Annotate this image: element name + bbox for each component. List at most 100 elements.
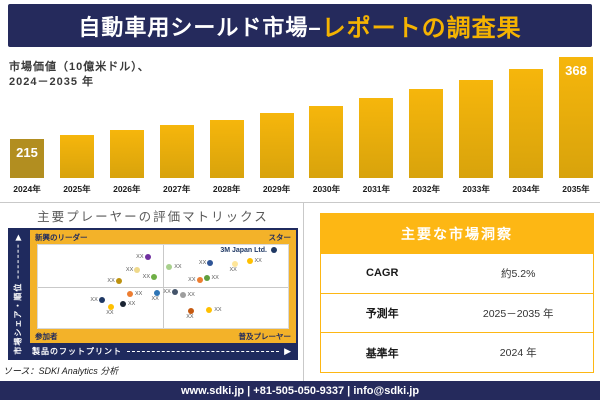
x-axis-arrow-icon: ▶: [284, 346, 291, 356]
bar-column: 2027年: [159, 55, 194, 195]
matrix-point-dot: [166, 264, 173, 271]
y-axis-dashed-line: [17, 244, 19, 279]
matrix-point-dot: [144, 253, 151, 260]
matrix-bottom-band: 参加者 普及プレーヤー: [30, 329, 296, 343]
matrix-point-dot: [206, 306, 213, 313]
matrix-point-label: XX: [188, 276, 196, 283]
bar-2031年: [359, 98, 394, 178]
matrix-point-dot: [108, 303, 115, 310]
bar-column: 2026年: [109, 55, 144, 195]
insights-row-label: CAGR: [366, 267, 399, 280]
bar-year-label: 2035年: [562, 184, 590, 194]
horizontal-divider: [0, 202, 600, 203]
vertical-divider: [303, 202, 304, 382]
chart-subtitle: 市場価値（10億米ドル）、 2024－2035 年: [9, 60, 150, 90]
matrix-point-label: XX: [125, 266, 134, 273]
source-note: ソース：SDKI Analytics 分析: [3, 366, 119, 376]
bar-column: 2030年: [309, 55, 344, 195]
bar-column: 215 2024年: [10, 55, 44, 195]
bar-year-label: 2028年: [212, 184, 241, 194]
matrix-point-label: XX: [90, 297, 98, 304]
matrix-x-axis: 製品のフットプリント ▶: [28, 343, 298, 360]
footer-bar: www.sdki.jp | +81-505-050-9337 | info@sd…: [0, 381, 600, 400]
matrix-point-label: XX: [211, 275, 219, 282]
matrix-point-dot: [98, 297, 105, 304]
matrix-point-dot: [115, 278, 122, 285]
matrix-point-dot: [171, 289, 178, 296]
bar-2035年: 368: [558, 57, 593, 178]
bar-column: 2034年: [509, 55, 544, 195]
matrix-y-axis-label: 市場シェア・順位: [13, 282, 23, 355]
bar-2033年: [459, 80, 494, 178]
chart-subtitle-line2: 2024－2035 年: [9, 75, 94, 88]
bar-year-label: 2026年: [113, 184, 141, 194]
table-row: 基準年 2024 年: [321, 332, 593, 372]
quadrant-label-top-right: スター: [268, 232, 292, 242]
quadrant-divider-horizontal: [38, 287, 288, 289]
matrix-x-axis-label: 製品のフットプリント: [32, 347, 122, 356]
matrix-point-label: XX: [142, 273, 150, 280]
matrix-point-dot: [134, 266, 141, 273]
matrix-y-axis: 市場シェア・順位 ▶: [8, 228, 28, 360]
matrix-point-label: XX: [214, 306, 222, 313]
insights-header: 主要な市場洞察: [321, 214, 593, 253]
page-title-white: 自動車用シールド市場–: [78, 14, 322, 40]
bar-2030年: [309, 105, 344, 178]
matrix-quadrant-frame: 新興のリーダー スター XX XX XX XX 3M Japan Ltd. XX XX XX X…: [28, 228, 298, 343]
bar-value-label: 215: [16, 145, 38, 160]
bar-column: 2029年: [259, 55, 294, 195]
matrix-point-dot: [271, 247, 277, 254]
bar-year-label: 2025年: [63, 184, 91, 194]
matrix-point-label: XX: [229, 267, 237, 274]
matrix-point-label: XX: [186, 313, 194, 320]
bar-2032年: [409, 88, 444, 178]
insights-title: 主要な市場洞察: [401, 225, 513, 242]
bar-2028年: [209, 119, 244, 178]
matrix-point-label: XX: [163, 289, 171, 296]
bar-year-label: 2029年: [262, 184, 291, 194]
bar-year-label: 2033年: [462, 184, 490, 194]
matrix-point-label: XX: [107, 278, 115, 285]
bar-2027年: [159, 125, 194, 178]
matrix-point-label: XX: [198, 260, 207, 266]
bar-year-label: 2024年: [13, 184, 41, 194]
matrix-point-label: XX: [136, 253, 144, 260]
insights-row-label: 予測年: [365, 308, 399, 320]
table-row: CAGR 約5.2%: [321, 253, 593, 293]
matrix-point-label: XX: [106, 309, 114, 316]
insights-row-value: 2025－2035 年: [482, 307, 554, 320]
bar-column: 2031年: [359, 55, 394, 195]
matrix-point-dot: [120, 301, 126, 308]
insights-row-value: 約5.2%: [500, 267, 536, 280]
bar-chart: 215 2024年 2025年 2026年 2027年 2028年 2029年 2030年 20…: [10, 55, 593, 195]
bar-year-label: 2027年: [163, 184, 191, 194]
matrix-point-label: XX: [151, 296, 159, 303]
chart-subtitle-line1: 市場価値（10億米ドル）、: [9, 61, 150, 73]
bar-column: 2025年: [59, 55, 94, 195]
bar-year-label: 2030年: [312, 184, 341, 194]
bar-year-label: 2032年: [412, 184, 440, 194]
y-axis-arrow-icon: ▶: [13, 233, 22, 241]
matrix-point-dot: [246, 257, 253, 264]
bar-column: 2028年: [209, 55, 244, 195]
matrix-point-label: XX: [187, 292, 195, 299]
x-axis-dashed-line: [127, 351, 280, 352]
quadrant-label-bottom-left: 参加者: [35, 331, 58, 341]
table-row: 予測年 2025－2035 年: [321, 292, 593, 333]
matrix-point-label: XX: [135, 291, 143, 298]
bar-year-label: 2031年: [362, 184, 391, 194]
quadrant-label-bottom-right: 普及プレーヤー: [238, 331, 292, 341]
evaluation-matrix: 市場シェア・順位 ▶ 新興のリーダー スター XX XX XX XX 3M Japan …: [8, 228, 298, 360]
insights-row-value: 2024 年: [499, 347, 537, 360]
matrix-point-dot: [127, 291, 133, 298]
bar-2025年: [59, 134, 94, 178]
matrix-title: 主要プレーヤーの評価マトリックス: [37, 210, 269, 224]
matrix-point-label: XX: [254, 257, 262, 264]
matrix-point-dot: [196, 276, 203, 283]
quadrant-divider-vertical: [163, 245, 164, 328]
matrix-top-band: 新興のリーダー スター: [30, 230, 296, 244]
company-label: 3M Japan Ltd.: [220, 247, 267, 255]
bar-value-label: 368: [565, 63, 587, 78]
matrix-point-dot: [179, 292, 186, 299]
